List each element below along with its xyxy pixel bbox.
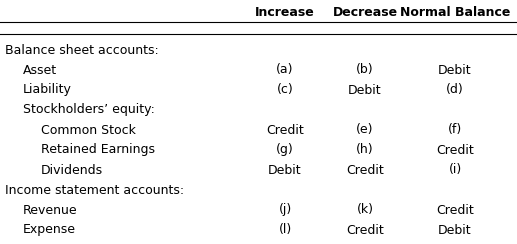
Text: (f): (f) bbox=[448, 123, 462, 136]
Text: (g): (g) bbox=[276, 143, 294, 156]
Text: Asset: Asset bbox=[23, 63, 57, 77]
Text: (b): (b) bbox=[356, 63, 374, 77]
Text: (d): (d) bbox=[446, 83, 464, 96]
Text: Credit: Credit bbox=[346, 224, 384, 236]
Text: Liability: Liability bbox=[23, 83, 72, 96]
Text: Stockholders’ equity:: Stockholders’ equity: bbox=[23, 103, 155, 116]
Text: (e): (e) bbox=[356, 123, 374, 136]
Text: Income statement accounts:: Income statement accounts: bbox=[5, 183, 184, 196]
Text: (h): (h) bbox=[356, 143, 374, 156]
Text: (k): (k) bbox=[357, 203, 373, 216]
Text: (i): (i) bbox=[448, 163, 462, 176]
Text: Debit: Debit bbox=[348, 83, 382, 96]
Text: Increase: Increase bbox=[255, 6, 315, 19]
Text: Normal Balance: Normal Balance bbox=[400, 6, 510, 19]
Text: Credit: Credit bbox=[436, 143, 474, 156]
Text: Debit: Debit bbox=[268, 163, 302, 176]
Text: Common Stock: Common Stock bbox=[41, 123, 136, 136]
Text: Balance sheet accounts:: Balance sheet accounts: bbox=[5, 43, 159, 57]
Text: Credit: Credit bbox=[346, 163, 384, 176]
Text: Dividends: Dividends bbox=[41, 163, 103, 176]
Text: Credit: Credit bbox=[266, 123, 304, 136]
Text: (c): (c) bbox=[277, 83, 293, 96]
Text: Debit: Debit bbox=[438, 224, 472, 236]
Text: Decrease: Decrease bbox=[332, 6, 398, 19]
Text: Credit: Credit bbox=[436, 203, 474, 216]
Text: (l): (l) bbox=[278, 224, 292, 236]
Text: (j): (j) bbox=[278, 203, 292, 216]
Text: Expense: Expense bbox=[23, 224, 76, 236]
Text: Debit: Debit bbox=[438, 63, 472, 77]
Text: Revenue: Revenue bbox=[23, 203, 78, 216]
Text: (a): (a) bbox=[276, 63, 294, 77]
Text: Retained Earnings: Retained Earnings bbox=[41, 143, 155, 156]
